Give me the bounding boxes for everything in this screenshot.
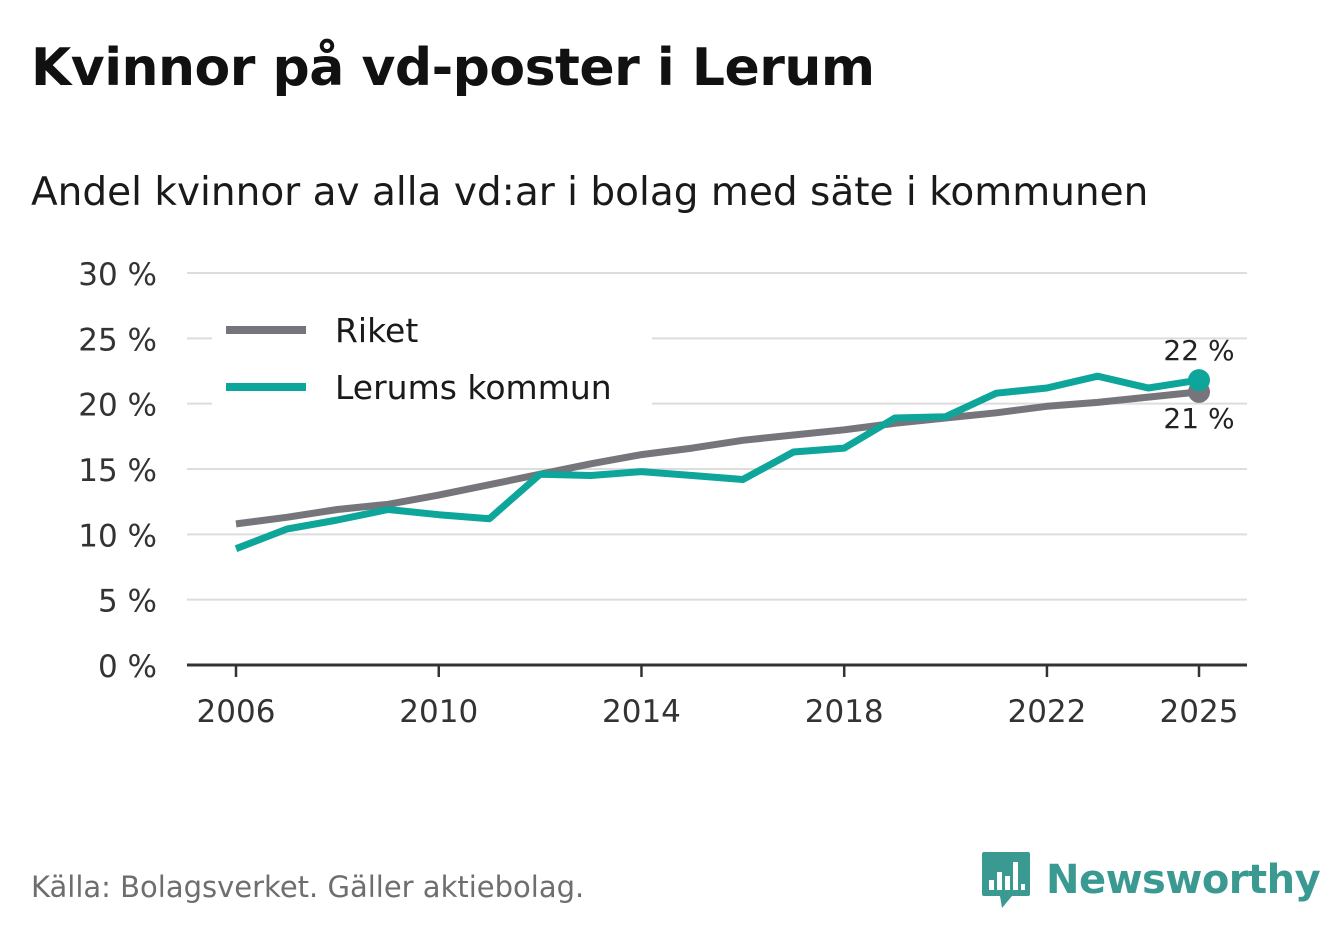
y-tick-label: 5 %: [98, 584, 157, 620]
y-tick-label: 20 %: [78, 388, 157, 424]
x-tick-label: 2018: [805, 694, 884, 730]
end-label-lerum: 22 %: [1163, 334, 1234, 367]
legend: Riket Lerums kommun: [212, 306, 652, 407]
end-label-riket: 21 %: [1163, 402, 1234, 435]
x-tick-label: 2010: [399, 694, 478, 730]
series-line-lerum: [234, 372, 1200, 552]
end-labels: 22 % 21 %: [1163, 334, 1234, 435]
brand-logo: Newsworthy: [980, 850, 1321, 910]
y-tick-label: 0 %: [98, 649, 157, 685]
x-axis: 2006 2010 2014 2018 2022 2025: [187, 663, 1247, 730]
x-tick-label: 2014: [602, 694, 681, 730]
brand-name: Newsworthy: [1046, 857, 1321, 903]
series-line-riket: [235, 388, 1200, 528]
y-tick-label: 30 %: [78, 257, 157, 293]
newsworthy-logo-icon: [982, 852, 1030, 908]
y-tick-label: 15 %: [78, 453, 157, 489]
series-layer: [234, 369, 1210, 552]
y-axis: 0 % 5 % 10 % 15 % 20 % 25 % 30 %: [78, 257, 157, 685]
end-marker-lerum: [1188, 369, 1210, 392]
legend-label-riket: Riket: [335, 311, 418, 350]
x-tick-label: 2006: [197, 694, 276, 730]
legend-label-lerum: Lerums kommun: [335, 368, 612, 407]
x-tick-label: 2022: [1007, 694, 1086, 730]
chart-subtitle: Andel kvinnor av alla vd:ar i bolag med …: [31, 170, 1149, 215]
source-note: Källa: Bolagsverket. Gäller aktiebolag.: [31, 870, 585, 904]
line-chart: 0 %5 %10 %15 %20 %25 %30 % 2006 2010 2014 2…: [78, 257, 1247, 730]
y-tick-label: 25 %: [78, 322, 157, 358]
chart-title: Kvinnor på vd-poster i Lerum: [31, 38, 875, 98]
y-tick-label: 10 %: [78, 518, 157, 554]
x-tick-label: 2025: [1160, 694, 1239, 730]
